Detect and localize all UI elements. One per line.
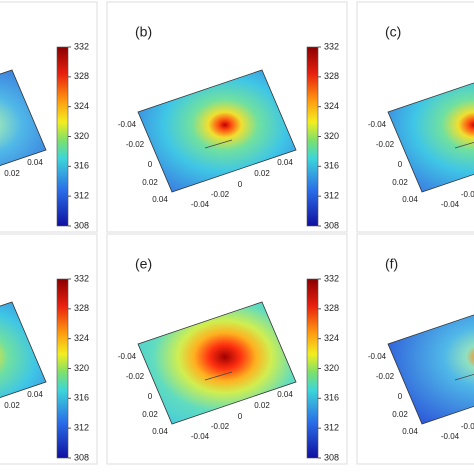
colorbar-tick-label: 328 (74, 303, 89, 313)
colorbar-tick-label: 324 (324, 333, 339, 343)
axis-tick-label: 0.02 (392, 178, 408, 187)
panel-label: (e) (135, 256, 152, 272)
colorbar-tick-label: 332 (74, 41, 89, 51)
axis-tick-label: -0.02 (211, 422, 230, 431)
colorbar-tick-label: 308 (324, 220, 339, 230)
panel-frame (356, 1, 474, 233)
axis-tick-label: 0.02 (4, 169, 20, 178)
panel-frame (0, 1, 98, 233)
axis-tick-label: 0.04 (402, 427, 418, 436)
panel-label: (f) (385, 256, 398, 272)
colorbar (56, 46, 69, 227)
colorbar-tick-label: 316 (324, 393, 339, 403)
colorbar-tick-label: 316 (74, 161, 89, 171)
colorbar-tick-label: 320 (74, 363, 89, 373)
axis-tick-label: -0.02 (126, 372, 145, 381)
axis-tick-label: 0 (148, 392, 153, 401)
axis-tick-label: -0.02 (126, 140, 145, 149)
colorbar-tick-label: 320 (74, 131, 89, 141)
axis-tick-label: -0.02 (376, 372, 395, 381)
axis-tick-label: 0.04 (27, 158, 43, 167)
surface (137, 301, 297, 425)
axis-tick-label: 0.04 (277, 390, 293, 399)
axis-tick-label: 0.04 (152, 427, 168, 436)
colorbar-tick-label: 328 (324, 303, 339, 313)
axis-tick-label: 0.02 (254, 169, 270, 178)
colorbar-tick-label: 332 (324, 273, 339, 283)
axis-tick-label: -0.02 (376, 140, 395, 149)
axis-tick-label: -0.04 (368, 120, 387, 129)
axis-tick-label: -0.04 (118, 120, 137, 129)
colorbar-tick-label: 308 (324, 452, 339, 462)
colorbar-tick-label: 316 (74, 393, 89, 403)
colorbar-tick-label: 332 (74, 273, 89, 283)
colorbar-tick-label: 312 (324, 191, 339, 201)
axis-tick-label: 0.02 (392, 410, 408, 419)
axis-tick-label: 0.04 (152, 195, 168, 204)
heater-edge (454, 373, 474, 381)
colorbar-tick-label: 316 (324, 161, 339, 171)
colorbar-tick-label: 324 (74, 101, 89, 111)
axis-tick-label: -0.02 (211, 190, 230, 199)
colorbar-tick-label: 324 (324, 101, 339, 111)
axis-tick-label: 0 (148, 160, 153, 169)
panel-label: (c) (385, 24, 401, 40)
panel: 0.02 0.04 332 328 324 320 316 312 308 (0, 1, 98, 233)
axis-tick-label: 0.02 (254, 401, 270, 410)
axis-tick-label: 0.02 (4, 401, 20, 410)
colorbar-tick-label: 312 (74, 191, 89, 201)
panel-frame (0, 233, 98, 465)
panels: 0.020.04332328324320316312308(b)-0.04-0.… (0, 1, 474, 465)
colorbar-tick-label: 320 (324, 363, 339, 373)
surface (387, 314, 474, 425)
axis-tick-label: 0.04 (402, 195, 418, 204)
axis-tick-label: -0.04 (441, 200, 460, 209)
colorbar-tick-label: 312 (74, 423, 89, 433)
axis-tick-label: 0 (238, 412, 243, 421)
axis-tick-label: -0.04 (118, 352, 137, 361)
heater-edge (204, 139, 233, 149)
axis-tick-label: -0.02 (461, 190, 474, 199)
colorbar (306, 278, 319, 459)
axis-tick-label: -0.02 (461, 422, 474, 431)
axis-tick-label: 0 (398, 392, 403, 401)
axis-tick-label: 0.02 (142, 410, 158, 419)
panel: 0.02 0.04 332 328 324 320 316 312 308 (0, 233, 98, 465)
panel: (b)-0.04-0.0200.020.04-0.04-0.0200.020.0… (106, 1, 348, 233)
colorbar-tick-label: 312 (324, 423, 339, 433)
heater-edge (454, 141, 474, 149)
panel-label: (b) (135, 24, 152, 40)
axis-tick-label: 0.04 (27, 390, 43, 399)
colorbar-tick-label: 324 (74, 333, 89, 343)
panel-frame (356, 233, 474, 465)
colorbar-tick-label: 328 (324, 71, 339, 81)
colorbar-tick-label: 308 (74, 220, 89, 230)
surface (137, 69, 297, 193)
axis-tick-label: -0.04 (191, 432, 210, 441)
axis-tick-label: 0 (398, 160, 403, 169)
panel: (e)-0.04-0.0200.020.04-0.04-0.0200.020.0… (106, 233, 348, 465)
axis-tick-label: 0.02 (142, 178, 158, 187)
axis-tick-label: 0.04 (277, 158, 293, 167)
colorbar (306, 46, 319, 227)
colorbar-tick-label: 320 (324, 131, 339, 141)
colorbar-tick-label: 332 (324, 41, 339, 51)
panel-frame (106, 1, 348, 233)
axis-tick-label: -0.04 (368, 352, 387, 361)
axis-tick-label: -0.04 (191, 200, 210, 209)
axis-tick-label: -0.04 (441, 432, 460, 441)
colorbar-tick-label: 328 (74, 71, 89, 81)
panel-frame (106, 233, 348, 465)
surface (0, 301, 47, 399)
surface (0, 69, 47, 167)
colorbar-tick-label: 308 (74, 452, 89, 462)
axis-tick-label: 0 (238, 180, 243, 189)
surface (387, 82, 474, 193)
heater-edge (204, 371, 233, 381)
colorbar (56, 278, 69, 459)
